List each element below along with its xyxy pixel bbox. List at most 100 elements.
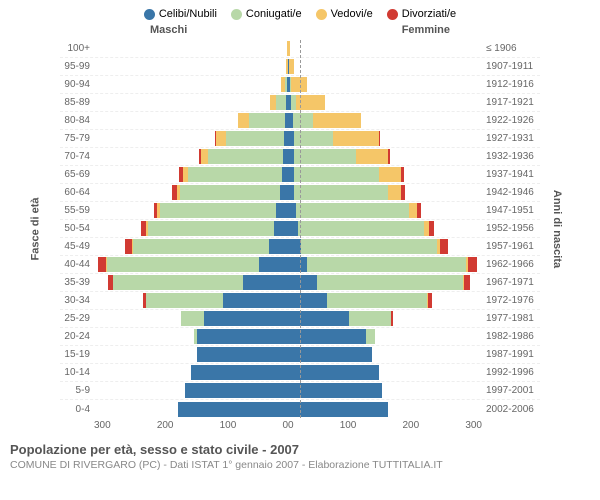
segment-co (181, 311, 204, 326)
bar-area (94, 365, 482, 380)
age-label: 50-54 (60, 223, 94, 234)
age-label: 20-24 (60, 331, 94, 342)
female-bar (288, 59, 482, 74)
male-bar (94, 365, 288, 380)
gender-headers: Maschi Femmine (0, 24, 600, 40)
segment-v (201, 149, 209, 164)
segment-c (288, 293, 327, 308)
segment-c (178, 402, 288, 417)
segment-c (191, 365, 288, 380)
segment-c (288, 257, 307, 272)
year-label: 1977-1981 (482, 313, 540, 324)
female-bar (288, 167, 482, 182)
legend-swatch (316, 9, 327, 20)
segment-co (276, 95, 286, 110)
segment-v (409, 203, 417, 218)
legend-swatch (387, 9, 398, 20)
bar-area (94, 293, 482, 308)
header-male: Maschi (150, 24, 187, 36)
segment-d (468, 257, 478, 272)
segment-d (379, 131, 381, 146)
female-bar (288, 402, 482, 417)
segment-d (98, 257, 106, 272)
legend-label: Celibi/Nubili (159, 8, 217, 20)
male-bar (94, 347, 288, 362)
segment-co (113, 275, 242, 290)
female-bar (288, 221, 482, 236)
year-label: 1962-1966 (482, 259, 540, 270)
legend-swatch (231, 9, 242, 20)
female-bar (288, 113, 482, 128)
bar-area (94, 275, 482, 290)
segment-c (288, 365, 379, 380)
segment-co (160, 203, 276, 218)
pyramid-rows: 100+≤ 190695-991907-191190-941912-191685… (60, 40, 540, 418)
segment-co (307, 257, 465, 272)
age-label: 70-74 (60, 151, 94, 162)
year-label: 1987-1991 (482, 349, 540, 360)
male-bar (94, 41, 288, 56)
segment-c (288, 311, 349, 326)
female-bar (288, 239, 482, 254)
bar-area (94, 149, 482, 164)
male-bar (94, 239, 288, 254)
bar-area (94, 203, 482, 218)
center-line (300, 40, 301, 418)
legend-item: Celibi/Nubili (144, 8, 217, 20)
segment-c (243, 275, 288, 290)
age-label: 0-4 (60, 404, 94, 415)
age-label: 35-39 (60, 277, 94, 288)
segment-co (294, 185, 388, 200)
bar-area (94, 329, 482, 344)
legend-label: Vedovi/e (331, 8, 373, 20)
age-label: 75-79 (60, 133, 94, 144)
male-bar (94, 221, 288, 236)
segment-d (429, 221, 434, 236)
segment-co (294, 167, 378, 182)
segment-d (388, 149, 390, 164)
segment-v (388, 185, 401, 200)
segment-v (313, 113, 362, 128)
female-bar (288, 329, 482, 344)
segment-v (216, 131, 226, 146)
segment-v (238, 113, 250, 128)
bar-area (94, 402, 482, 417)
x-tick: 200 (403, 420, 420, 434)
segment-co (133, 239, 269, 254)
header-female: Femmine (402, 24, 450, 36)
female-bar (288, 311, 482, 326)
female-bar (288, 41, 482, 56)
bar-area (94, 77, 482, 92)
female-bar (288, 275, 482, 290)
age-label: 5-9 (60, 385, 94, 396)
legend-item: Divorziati/e (387, 8, 456, 20)
segment-co (226, 131, 284, 146)
x-tick: 300 (465, 420, 482, 434)
female-bar (288, 149, 482, 164)
bar-area (94, 167, 482, 182)
bar-area (94, 221, 482, 236)
male-bar (94, 402, 288, 417)
age-label: 25-29 (60, 313, 94, 324)
segment-c (259, 257, 288, 272)
age-label: 15-19 (60, 349, 94, 360)
segment-v (288, 41, 290, 56)
year-label: 1932-1936 (482, 151, 540, 162)
segment-c (197, 329, 288, 344)
legend-item: Vedovi/e (316, 8, 373, 20)
male-bar (94, 293, 288, 308)
segment-co (293, 113, 312, 128)
y-axis-title-left: Fasce di età (29, 198, 41, 261)
bar-area (94, 113, 482, 128)
female-bar (288, 257, 482, 272)
bar-area (94, 41, 482, 56)
male-bar (94, 185, 288, 200)
segment-c (280, 185, 288, 200)
age-label: 80-84 (60, 115, 94, 126)
male-bar (94, 131, 288, 146)
year-label: 1912-1916 (482, 79, 540, 90)
segment-co (317, 275, 463, 290)
male-bar (94, 383, 288, 398)
female-bar (288, 185, 482, 200)
age-label: 100+ (60, 43, 94, 54)
